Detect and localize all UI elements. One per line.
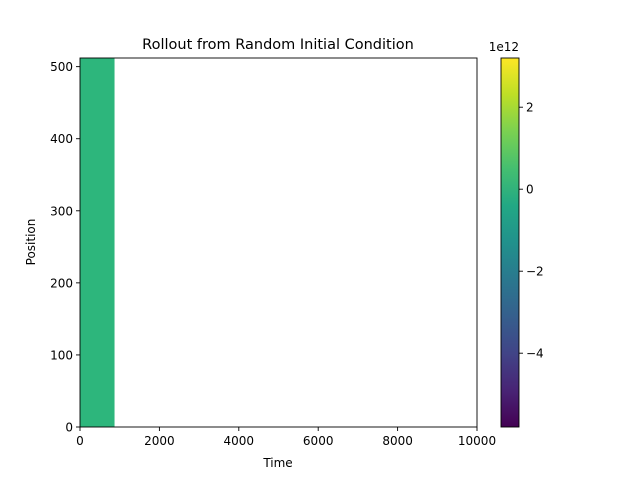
y-tick-label: 200 bbox=[50, 276, 73, 290]
colorbar-tick-label: 0 bbox=[526, 183, 534, 197]
colorbar-frame bbox=[500, 57, 520, 428]
colorbar-tick-label: −2 bbox=[526, 265, 544, 279]
x-tick-label: 0 bbox=[76, 434, 84, 448]
colorbar-ticks: −4 −2 0 2 bbox=[519, 101, 544, 361]
chart-title: Rollout from Random Initial Condition bbox=[142, 37, 414, 53]
x-axis-ticks: 0 2000 4000 6000 8000 10000 bbox=[76, 427, 496, 448]
colorbar-tick-label: 2 bbox=[526, 101, 534, 115]
x-tick-label: 6000 bbox=[303, 434, 334, 448]
x-tick-label: 10000 bbox=[458, 434, 496, 448]
x-axis-label: Time bbox=[262, 456, 292, 470]
y-tick-label: 300 bbox=[50, 204, 73, 218]
plot-frame bbox=[79, 57, 478, 428]
y-axis-label: Position bbox=[24, 219, 38, 266]
y-tick-label: 500 bbox=[50, 60, 73, 74]
y-axis-ticks: 0 100 200 300 400 500 bbox=[50, 60, 80, 435]
y-tick-label: 100 bbox=[50, 348, 73, 362]
x-tick-label: 4000 bbox=[224, 434, 255, 448]
heatmap-filled-region bbox=[80, 58, 115, 427]
y-tick-label: 400 bbox=[50, 132, 73, 146]
y-tick-label: 0 bbox=[65, 421, 73, 435]
colorbar-tick-label: −4 bbox=[526, 347, 544, 361]
plot-area bbox=[80, 58, 477, 427]
colorbar-gradient bbox=[501, 58, 519, 427]
colorbar-offset-label: 1e12 bbox=[489, 40, 519, 54]
x-tick-label: 2000 bbox=[144, 434, 175, 448]
x-tick-label: 8000 bbox=[382, 434, 413, 448]
